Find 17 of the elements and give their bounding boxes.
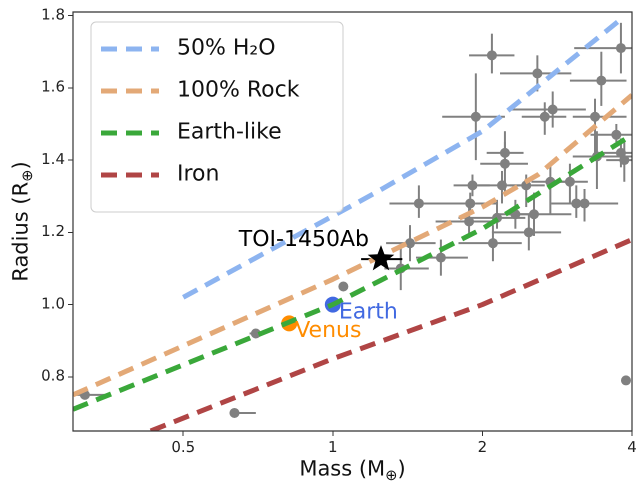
x-tick-label: 2 xyxy=(478,438,488,456)
x-axis-title: Mass (M⊕) xyxy=(299,456,406,484)
legend-label: 50% H₂O xyxy=(177,36,276,61)
x-tick-label: 4 xyxy=(627,438,637,456)
y-tick-label: 0.8 xyxy=(41,366,65,385)
legend-label: Earth-like xyxy=(177,120,282,145)
x-tick-label: 0.5 xyxy=(171,438,196,456)
x-tick-label: 1 xyxy=(328,438,338,456)
y-axis-title: Radius (R⊕) xyxy=(8,161,36,282)
y-tick-label: 1.2 xyxy=(41,222,65,240)
y-tick-label: 1.6 xyxy=(41,78,65,96)
legend-label: 100% Rock xyxy=(177,78,300,103)
legend-label: Iron xyxy=(177,162,220,187)
y-tick-label: 1.4 xyxy=(41,150,65,168)
y-tick-label: 1.8 xyxy=(41,6,65,24)
y-tick-label: 1.0 xyxy=(41,294,65,312)
series-label: TOI-1450Ab xyxy=(238,226,369,252)
